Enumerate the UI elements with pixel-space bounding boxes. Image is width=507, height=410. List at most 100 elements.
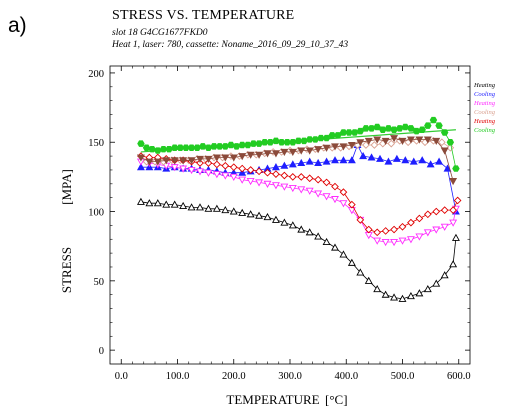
data-point bbox=[370, 141, 379, 149]
data-point bbox=[263, 150, 272, 158]
x-tick-label: 500.0 bbox=[391, 371, 415, 382]
data-point bbox=[331, 196, 339, 204]
data-point bbox=[384, 157, 393, 165]
legend-entry: Heating bbox=[473, 82, 496, 89]
data-point bbox=[280, 171, 289, 180]
data-point bbox=[314, 232, 323, 240]
x-tick-label: 300.0 bbox=[278, 371, 302, 382]
data-point bbox=[364, 225, 373, 234]
chart-subtitle-line-1: slot 18 G4CG1677FKD0 bbox=[112, 28, 208, 38]
data-point bbox=[187, 157, 196, 165]
data-point bbox=[212, 204, 221, 212]
y-tick-label: 100 bbox=[88, 208, 104, 219]
y-tick-label: 150 bbox=[88, 138, 104, 149]
data-point bbox=[196, 155, 204, 163]
data-point bbox=[440, 147, 449, 155]
data-point bbox=[305, 174, 314, 183]
data-point bbox=[423, 210, 432, 219]
data-point bbox=[280, 183, 289, 191]
data-point bbox=[246, 178, 255, 186]
data-point bbox=[373, 228, 382, 237]
data-point bbox=[179, 165, 188, 173]
data-point bbox=[221, 161, 230, 170]
data-point bbox=[288, 184, 297, 193]
data-point bbox=[387, 139, 396, 148]
data-point bbox=[196, 159, 204, 167]
data-point bbox=[390, 293, 399, 301]
data-point bbox=[364, 137, 373, 145]
data-point bbox=[331, 243, 339, 251]
data-point bbox=[432, 226, 441, 234]
data-point bbox=[409, 157, 418, 165]
data-point bbox=[255, 179, 264, 187]
data-point bbox=[238, 168, 247, 176]
data-point bbox=[339, 200, 348, 208]
series-5 bbox=[137, 116, 460, 172]
data-point bbox=[453, 196, 462, 205]
data-point bbox=[424, 122, 432, 129]
data-point bbox=[339, 129, 348, 136]
chart-title: STRESS VS. TEMPERATURE bbox=[112, 8, 295, 23]
data-point bbox=[362, 141, 370, 149]
data-point bbox=[347, 258, 356, 266]
data-point bbox=[280, 161, 289, 169]
data-point bbox=[373, 285, 382, 293]
data-point bbox=[356, 216, 365, 224]
data-point bbox=[170, 200, 179, 208]
data-point bbox=[263, 212, 272, 221]
data-point bbox=[376, 154, 384, 162]
data-point bbox=[359, 151, 368, 160]
data-point bbox=[271, 182, 280, 190]
data-point bbox=[263, 180, 272, 188]
panel-label: a) bbox=[8, 14, 27, 37]
data-point bbox=[432, 279, 441, 287]
data-point bbox=[297, 186, 306, 194]
data-point bbox=[246, 210, 255, 218]
data-point bbox=[390, 225, 398, 234]
data-point bbox=[187, 166, 196, 175]
data-point bbox=[314, 175, 322, 184]
data-point bbox=[322, 178, 331, 187]
y-axis-unit: [MPA] bbox=[59, 169, 74, 205]
data-point bbox=[364, 232, 373, 240]
data-point bbox=[435, 157, 444, 165]
data-point bbox=[432, 207, 441, 216]
data-point bbox=[381, 290, 390, 298]
data-point bbox=[443, 164, 452, 172]
data-point bbox=[288, 160, 297, 168]
data-point bbox=[238, 153, 247, 161]
data-point bbox=[263, 168, 272, 177]
data-point bbox=[297, 173, 306, 181]
data-point bbox=[297, 147, 306, 155]
data-point bbox=[204, 204, 213, 212]
data-point bbox=[407, 218, 415, 227]
data-point bbox=[381, 137, 390, 145]
data-point bbox=[406, 136, 415, 144]
data-point bbox=[331, 156, 339, 164]
data-point bbox=[246, 166, 255, 174]
data-point bbox=[322, 157, 331, 165]
y-axis-label: STRESS bbox=[59, 247, 74, 293]
data-point bbox=[153, 158, 162, 166]
legend-entry: Cooling bbox=[474, 91, 496, 98]
data-point bbox=[401, 156, 410, 164]
data-point bbox=[449, 178, 458, 186]
data-point bbox=[212, 171, 221, 179]
x-tick-label: 200.0 bbox=[222, 371, 246, 382]
data-point bbox=[373, 136, 382, 144]
data-point bbox=[271, 163, 280, 171]
y-tick-label: 0 bbox=[99, 346, 104, 357]
data-point bbox=[449, 219, 458, 227]
data-point bbox=[204, 169, 213, 177]
data-point bbox=[204, 159, 213, 167]
data-point bbox=[153, 199, 162, 207]
legend-entry: Heating bbox=[473, 118, 496, 125]
data-point bbox=[136, 197, 145, 205]
data-point bbox=[246, 151, 255, 159]
data-point bbox=[280, 218, 289, 226]
data-point bbox=[212, 154, 221, 162]
data-point bbox=[271, 150, 280, 158]
data-point bbox=[440, 271, 449, 279]
data-point bbox=[196, 203, 204, 211]
